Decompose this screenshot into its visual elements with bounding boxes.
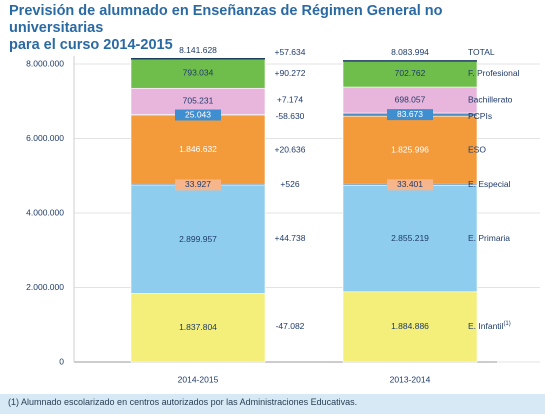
difference-value: +44.738 xyxy=(275,233,306,243)
footnote-bar: (1) Alumnado escolarizado en centros aut… xyxy=(0,394,545,414)
data-label: 1.825.996 xyxy=(391,144,429,154)
legend-label: E. Especial xyxy=(468,179,511,189)
chart-title-line-2: para el curso 2014-2015 xyxy=(9,37,173,53)
category-label: 2014-2015 xyxy=(178,374,219,384)
bar-segment xyxy=(342,185,478,293)
bar-segment xyxy=(130,185,266,294)
data-label: 25.043 xyxy=(185,109,211,119)
data-label: 33.401 xyxy=(397,179,423,189)
y-tick-label: 6.000.000 xyxy=(26,133,64,143)
data-label: 793.034 xyxy=(183,68,214,78)
data-label: 698.057 xyxy=(395,94,426,104)
data-label: 2.855.219 xyxy=(391,233,429,243)
bar-segment xyxy=(130,293,266,363)
difference-column: +57.634 -47.082 +44.738 +526 +20.636 -58.630 +… xyxy=(275,47,306,331)
legend-label: F. Profesional xyxy=(468,68,520,78)
data-label: 1.837.804 xyxy=(179,322,217,332)
legend: TOTAL E. Infantil(1) E. Primaria E. Especia… xyxy=(468,47,520,331)
bar-segment xyxy=(342,60,478,88)
data-label: 2.899.957 xyxy=(179,234,217,244)
chart-title-line-1: Previsión de alumnado en Enseñanzas de R… xyxy=(9,3,443,36)
total-label: 8.083.994 xyxy=(391,47,429,57)
data-labels: 8.141.628 8.083.994 1.837.804 2.899.957 33.9… xyxy=(175,45,433,332)
data-label: 33.927 xyxy=(185,179,211,189)
legend-label: PCPIs xyxy=(468,111,492,121)
y-tick-label: 8.000.000 xyxy=(26,58,64,68)
data-label: 705.231 xyxy=(183,96,214,106)
stacked-bar-chart: 0 2.000.000 4.000.000 6.000.000 8.000.000 201… xyxy=(26,45,540,384)
difference-value: +526 xyxy=(280,179,299,189)
legend-label: E. Infantil(1) xyxy=(468,320,511,331)
data-label: 1.846.632 xyxy=(179,144,217,154)
data-label-box xyxy=(387,179,433,191)
data-label: 83.673 xyxy=(397,109,423,119)
data-label-box xyxy=(387,109,433,121)
data-label: 702.762 xyxy=(395,68,426,78)
bar-segment xyxy=(342,291,478,363)
category-label: 2013-2014 xyxy=(390,374,431,384)
y-tick-label: 0 xyxy=(59,356,64,366)
difference-value: +7.174 xyxy=(277,94,304,104)
total-difference: +57.634 xyxy=(275,47,306,57)
difference-value: -58.630 xyxy=(276,111,305,121)
y-tick-label: 2.000.000 xyxy=(26,282,64,292)
difference-value: +90.272 xyxy=(275,68,306,78)
legend-label: ESO xyxy=(468,144,486,154)
chart-title: Previsión de alumnado en Enseñanzas de R… xyxy=(9,3,539,54)
legend-label: E. Primaria xyxy=(468,233,510,243)
data-label: 1.884.886 xyxy=(391,321,429,331)
y-tick-label: 4.000.000 xyxy=(26,207,64,217)
difference-value: -47.082 xyxy=(276,321,305,331)
bar-segment xyxy=(342,115,478,185)
difference-value: +20.636 xyxy=(275,144,306,154)
total-label: 8.141.628 xyxy=(179,45,217,55)
legend-superscript: (1) xyxy=(503,320,510,326)
data-label-box xyxy=(175,109,221,121)
legend-label: Bachillerato xyxy=(468,94,513,104)
bars xyxy=(130,57,478,363)
bar-segment xyxy=(342,86,478,114)
total-legend-label: TOTAL xyxy=(468,47,495,57)
data-label-box xyxy=(175,179,221,191)
footnote: (1) Alumnado escolarizado en centros aut… xyxy=(8,397,358,407)
